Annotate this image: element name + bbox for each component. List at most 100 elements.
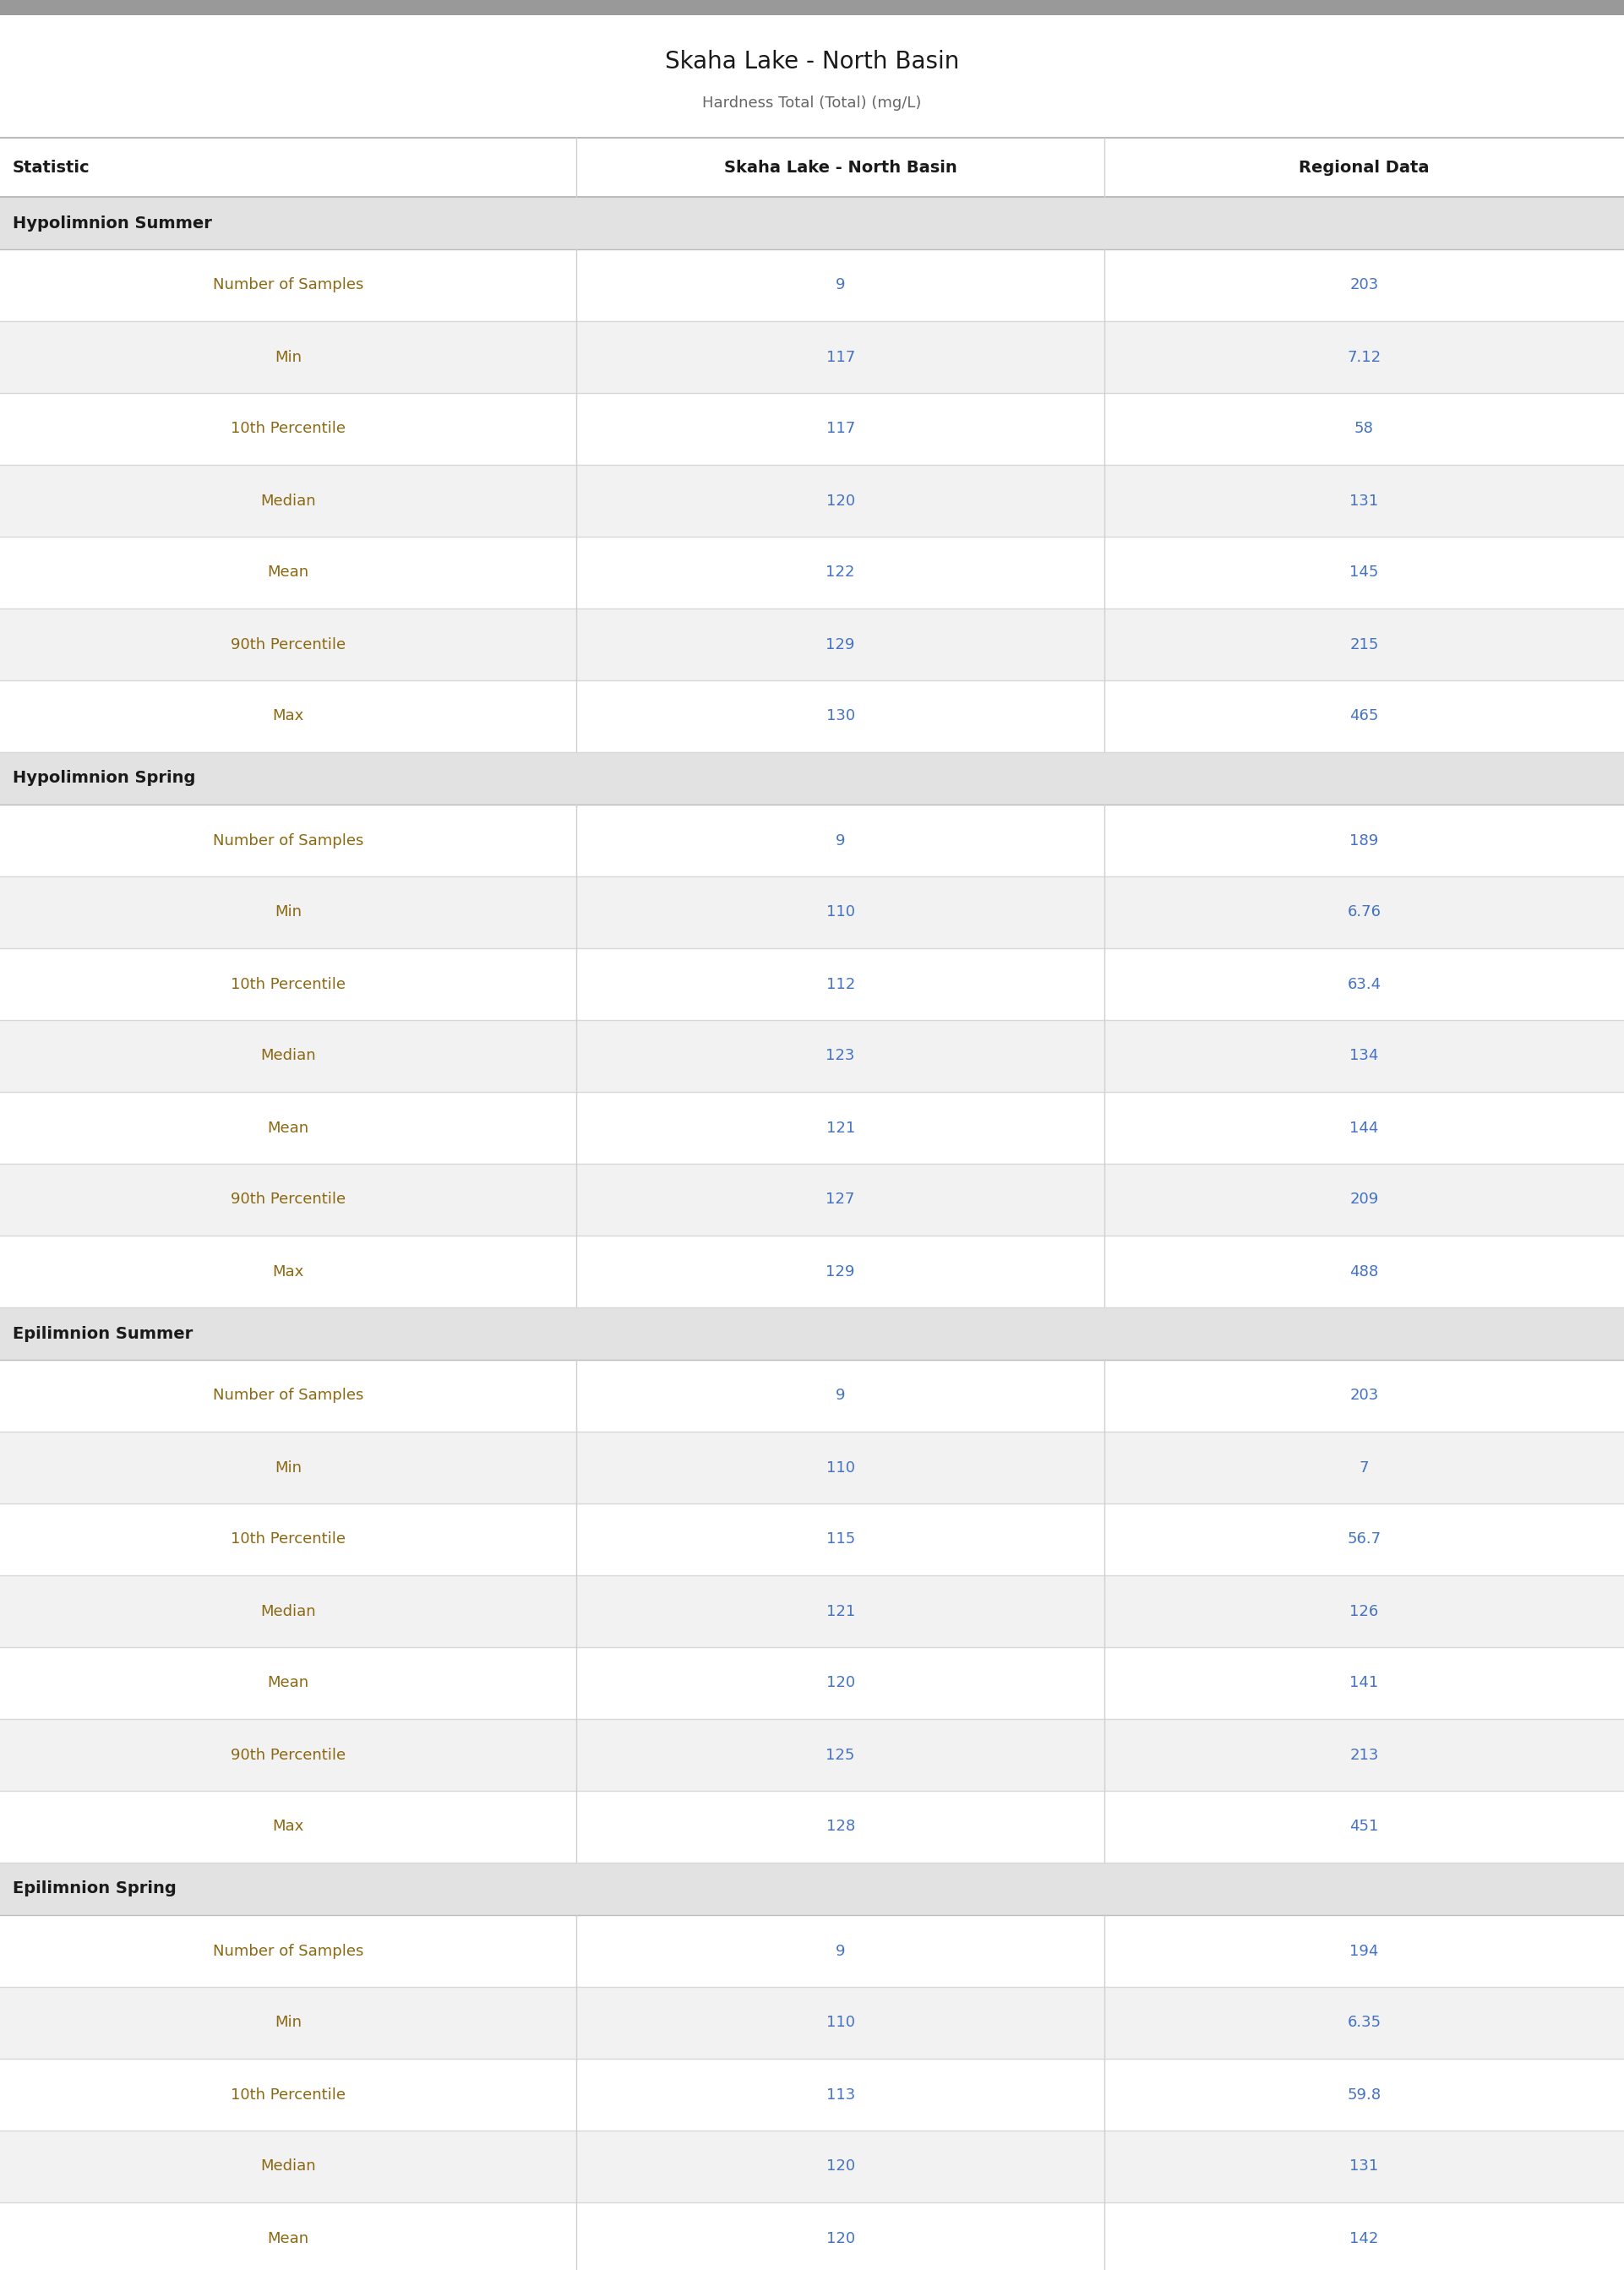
Bar <box>0 1308 1624 1360</box>
Text: 9: 9 <box>836 1389 844 1403</box>
Bar <box>0 751 1624 804</box>
Text: 112: 112 <box>827 976 854 992</box>
Text: Mean: Mean <box>268 2231 309 2245</box>
Text: 63.4: 63.4 <box>1348 976 1380 992</box>
Text: Mean: Mean <box>268 1119 309 1135</box>
Text: 130: 130 <box>827 708 854 724</box>
Bar <box>0 876 1624 949</box>
Text: 7: 7 <box>1359 1460 1369 1476</box>
Bar <box>0 2132 1624 2202</box>
Bar <box>0 949 1624 1019</box>
Text: Mean: Mean <box>268 565 309 581</box>
Text: 128: 128 <box>827 1818 854 1834</box>
Bar <box>0 1432 1624 1503</box>
Text: 9: 9 <box>836 277 844 293</box>
Text: Skaha Lake - North Basin: Skaha Lake - North Basin <box>724 159 957 175</box>
Bar <box>0 250 1624 320</box>
Bar <box>0 1648 1624 1718</box>
Text: 125: 125 <box>827 1748 854 1762</box>
Text: Max: Max <box>273 1264 304 1278</box>
Bar <box>0 138 1624 197</box>
Text: 123: 123 <box>827 1049 854 1065</box>
Text: 129: 129 <box>827 638 854 651</box>
Text: 10th Percentile: 10th Percentile <box>231 2086 346 2102</box>
Bar <box>0 608 1624 681</box>
Bar <box>0 1235 1624 1308</box>
Text: 141: 141 <box>1350 1675 1379 1691</box>
Text: Min: Min <box>274 1460 302 1476</box>
Bar <box>0 2202 1624 2270</box>
Text: 134: 134 <box>1350 1049 1379 1065</box>
Text: Regional Data: Regional Data <box>1299 159 1429 175</box>
Text: 90th Percentile: 90th Percentile <box>231 638 346 651</box>
Text: 131: 131 <box>1350 493 1379 508</box>
Bar <box>0 393 1624 465</box>
Text: Number of Samples: Number of Samples <box>213 277 364 293</box>
Text: 56.7: 56.7 <box>1348 1532 1380 1546</box>
Text: Median: Median <box>260 1049 317 1065</box>
Text: 142: 142 <box>1350 2231 1379 2245</box>
Text: 115: 115 <box>827 1532 854 1546</box>
Text: Min: Min <box>274 906 302 919</box>
Bar <box>0 320 1624 393</box>
Text: Statistic: Statistic <box>13 159 89 175</box>
Text: Median: Median <box>260 2159 317 2175</box>
Text: 110: 110 <box>827 906 854 919</box>
Text: Number of Samples: Number of Samples <box>213 1389 364 1403</box>
Bar <box>0 1360 1624 1432</box>
Text: 203: 203 <box>1350 277 1379 293</box>
Text: 90th Percentile: 90th Percentile <box>231 1192 346 1208</box>
Text: 6.35: 6.35 <box>1348 2016 1380 2029</box>
Text: 145: 145 <box>1350 565 1379 581</box>
Text: Skaha Lake - North Basin: Skaha Lake - North Basin <box>664 50 960 73</box>
Bar <box>0 1575 1624 1648</box>
Bar <box>0 1019 1624 1092</box>
Text: 209: 209 <box>1350 1192 1379 1208</box>
Text: 10th Percentile: 10th Percentile <box>231 976 346 992</box>
Text: 126: 126 <box>1350 1603 1379 1619</box>
Text: 144: 144 <box>1350 1119 1379 1135</box>
Text: 122: 122 <box>827 565 854 581</box>
Text: 194: 194 <box>1350 1943 1379 1959</box>
Text: 110: 110 <box>827 2016 854 2029</box>
Text: 9: 9 <box>836 833 844 849</box>
Text: 120: 120 <box>827 1675 854 1691</box>
Text: Mean: Mean <box>268 1675 309 1691</box>
Bar <box>0 536 1624 608</box>
Bar <box>0 804 1624 876</box>
Text: 110: 110 <box>827 1460 854 1476</box>
Text: Median: Median <box>260 493 317 508</box>
Text: 113: 113 <box>827 2086 854 2102</box>
Text: 10th Percentile: 10th Percentile <box>231 422 346 436</box>
Text: Min: Min <box>274 350 302 365</box>
Text: 131: 131 <box>1350 2159 1379 2175</box>
Text: Hypolimnion Summer: Hypolimnion Summer <box>13 216 213 232</box>
Text: Number of Samples: Number of Samples <box>213 1943 364 1959</box>
Text: Max: Max <box>273 1818 304 1834</box>
Text: 189: 189 <box>1350 833 1379 849</box>
Bar <box>0 1916 1624 1986</box>
Bar <box>0 1165 1624 1235</box>
Text: 59.8: 59.8 <box>1348 2086 1380 2102</box>
Bar <box>0 0 1624 16</box>
Text: 215: 215 <box>1350 638 1379 651</box>
Text: 9: 9 <box>836 1943 844 1959</box>
Text: 213: 213 <box>1350 1748 1379 1762</box>
Text: Min: Min <box>274 2016 302 2029</box>
Bar <box>0 1791 1624 1864</box>
Bar <box>0 2059 1624 2132</box>
Bar <box>0 1503 1624 1575</box>
Bar <box>0 465 1624 536</box>
Text: 6.76: 6.76 <box>1348 906 1380 919</box>
Text: Epilimnion Summer: Epilimnion Summer <box>13 1326 193 1342</box>
Text: Median: Median <box>260 1603 317 1619</box>
Bar <box>0 1864 1624 1916</box>
Text: Hypolimnion Spring: Hypolimnion Spring <box>13 770 195 785</box>
Bar <box>0 1986 1624 2059</box>
Text: 121: 121 <box>827 1119 854 1135</box>
Text: 488: 488 <box>1350 1264 1379 1278</box>
Text: 120: 120 <box>827 493 854 508</box>
Text: 203: 203 <box>1350 1389 1379 1403</box>
Text: Epilimnion Spring: Epilimnion Spring <box>13 1882 177 1898</box>
Text: 120: 120 <box>827 2159 854 2175</box>
